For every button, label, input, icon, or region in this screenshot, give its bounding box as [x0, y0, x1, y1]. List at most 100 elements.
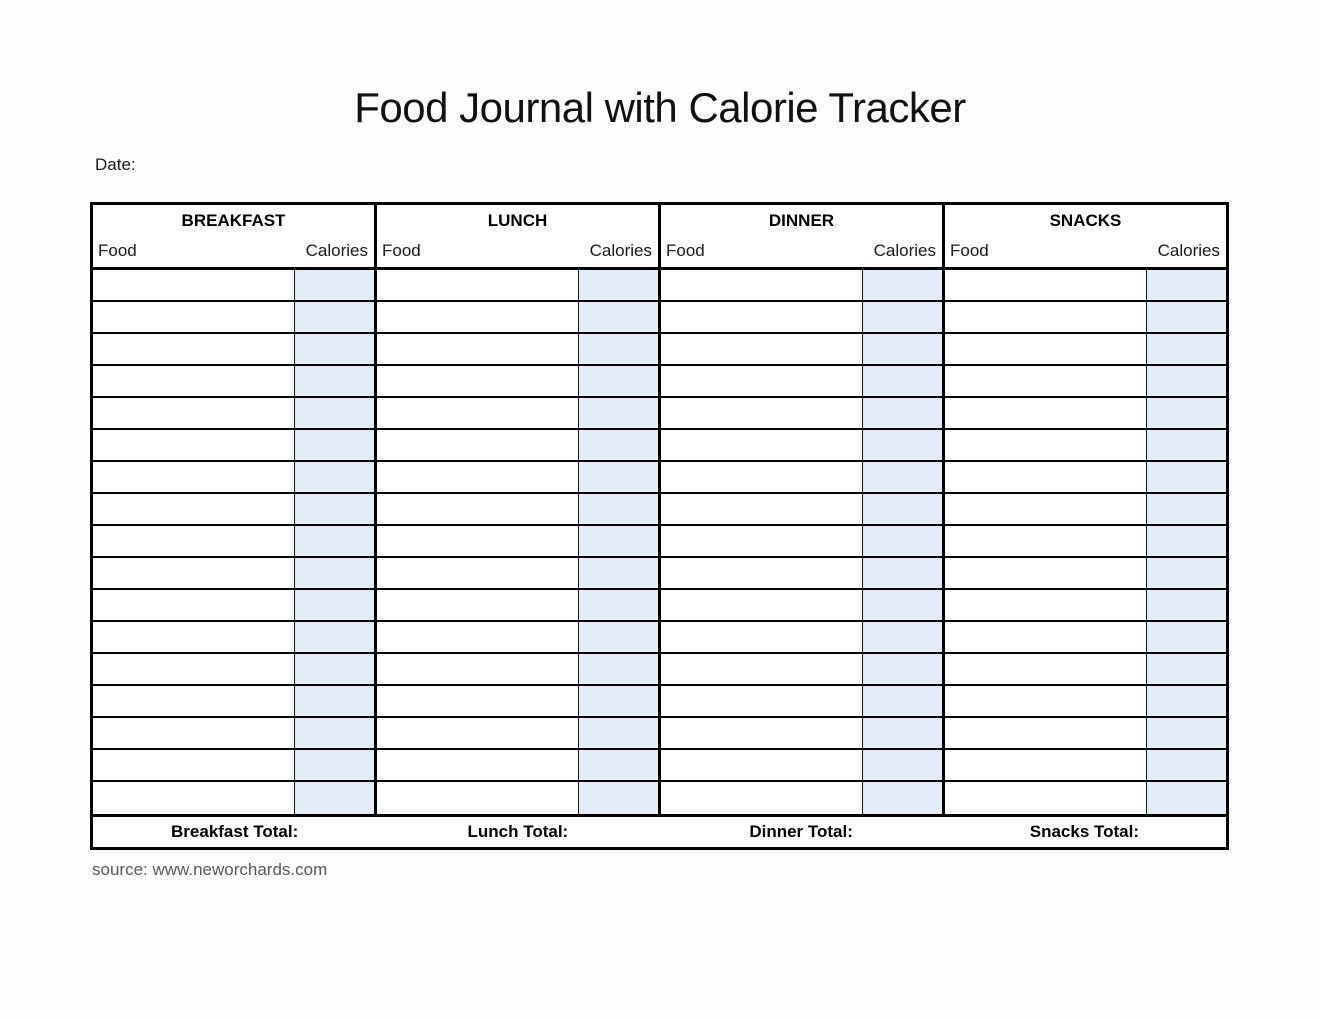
calories-column-header: Calories	[873, 240, 936, 260]
journal-row	[945, 462, 1226, 494]
journal-row	[93, 526, 374, 558]
journal-row	[93, 462, 374, 494]
section-snacks: SNACKS Food Calories	[945, 205, 1226, 814]
calories-cell	[294, 398, 374, 428]
calories-cell	[1146, 462, 1226, 492]
snacks-total-label: Snacks Total:	[1029, 822, 1140, 841]
food-cell	[377, 334, 578, 364]
calories-cell	[294, 654, 374, 684]
food-cell	[377, 686, 578, 716]
food-cell	[93, 590, 294, 620]
calories-cell	[862, 366, 942, 396]
journal-row	[661, 590, 942, 622]
food-cell	[93, 718, 294, 748]
food-cell	[377, 782, 578, 814]
calories-cell	[294, 302, 374, 332]
journal-row	[377, 270, 658, 302]
food-cell	[377, 718, 578, 748]
journal-row	[661, 398, 942, 430]
food-cell	[661, 558, 862, 588]
journal-row	[93, 366, 374, 398]
section-lunch: LUNCH Food Calories	[377, 205, 661, 814]
journal-row	[945, 366, 1226, 398]
journal-row	[945, 302, 1226, 334]
calories-cell	[578, 366, 658, 396]
calories-cell	[1146, 302, 1226, 332]
food-cell	[93, 494, 294, 524]
journal-row	[661, 334, 942, 366]
journal-row	[93, 430, 374, 462]
lunch-total-label: Lunch Total:	[467, 822, 569, 841]
food-cell	[661, 366, 862, 396]
calories-cell	[1146, 558, 1226, 588]
section-dinner: DINNER Food Calories	[661, 205, 945, 814]
calories-cell	[862, 430, 942, 460]
journal-row	[945, 558, 1226, 590]
journal-row	[377, 462, 658, 494]
journal-row	[945, 430, 1226, 462]
calories-cell	[1146, 622, 1226, 652]
calories-cell	[578, 558, 658, 588]
section-rows-dinner	[661, 270, 942, 814]
food-journal-table: BREAKFAST Food Calories LUNCH Food Calor…	[90, 202, 1229, 850]
calories-cell	[578, 430, 658, 460]
breakfast-total-label: Breakfast Total:	[171, 822, 299, 841]
journal-row	[377, 718, 658, 750]
journal-row	[93, 718, 374, 750]
journal-row	[661, 462, 942, 494]
calories-cell	[1146, 270, 1226, 300]
food-cell	[945, 302, 1146, 332]
journal-row	[377, 526, 658, 558]
calories-cell	[1146, 750, 1226, 780]
calories-cell	[578, 494, 658, 524]
food-column-header: Food	[382, 240, 421, 260]
food-cell	[93, 366, 294, 396]
calories-cell	[862, 558, 942, 588]
food-cell	[93, 558, 294, 588]
food-cell	[945, 494, 1146, 524]
journal-row	[661, 782, 942, 814]
journal-row	[661, 270, 942, 302]
calories-cell	[578, 622, 658, 652]
journal-row	[93, 782, 374, 814]
journal-row	[93, 590, 374, 622]
food-cell	[661, 654, 862, 684]
section-rows-snacks	[945, 270, 1226, 814]
journal-row	[945, 622, 1226, 654]
journal-row	[377, 750, 658, 782]
calories-cell	[294, 558, 374, 588]
food-cell	[661, 526, 862, 556]
food-cell	[377, 590, 578, 620]
food-cell	[93, 430, 294, 460]
calories-cell	[578, 782, 658, 814]
food-cell	[377, 654, 578, 684]
journal-row	[945, 686, 1226, 718]
calories-cell	[862, 270, 942, 300]
journal-row	[945, 590, 1226, 622]
calories-cell	[1146, 398, 1226, 428]
section-heading-snacks: SNACKS	[1049, 210, 1122, 230]
date-label: Date:	[95, 155, 136, 174]
section-breakfast: BREAKFAST Food Calories	[93, 205, 377, 814]
calories-cell	[294, 366, 374, 396]
food-cell	[377, 558, 578, 588]
food-cell	[661, 590, 862, 620]
column-headers-lunch: Food Calories	[377, 236, 658, 270]
food-cell	[377, 462, 578, 492]
calories-cell	[1146, 494, 1226, 524]
journal-row	[377, 334, 658, 366]
journal-row	[945, 750, 1226, 782]
section-heading-lunch: LUNCH	[487, 210, 548, 230]
calories-cell	[578, 686, 658, 716]
page-title: Food Journal with Calorie Tracker	[354, 84, 966, 131]
calories-cell	[862, 782, 942, 814]
journal-row	[377, 398, 658, 430]
calories-column-header: Calories	[1157, 240, 1220, 260]
calories-cell	[294, 622, 374, 652]
food-cell	[661, 718, 862, 748]
journal-row	[661, 494, 942, 526]
food-cell	[377, 366, 578, 396]
column-headers-snacks: Food Calories	[945, 236, 1226, 270]
journal-row	[93, 494, 374, 526]
